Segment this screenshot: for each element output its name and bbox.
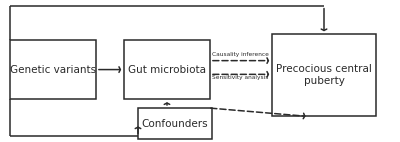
Text: Confounders: Confounders <box>142 119 208 129</box>
FancyBboxPatch shape <box>272 34 376 116</box>
Text: Causality inference: Causality inference <box>212 52 269 57</box>
FancyBboxPatch shape <box>10 40 96 99</box>
FancyBboxPatch shape <box>124 40 210 99</box>
FancyBboxPatch shape <box>138 108 212 139</box>
Text: Sensitivity analysis: Sensitivity analysis <box>212 75 268 80</box>
Text: Precocious central
puberty: Precocious central puberty <box>276 64 372 86</box>
Text: Gut microbiota: Gut microbiota <box>128 65 206 75</box>
Text: Genetic variants: Genetic variants <box>10 65 96 75</box>
